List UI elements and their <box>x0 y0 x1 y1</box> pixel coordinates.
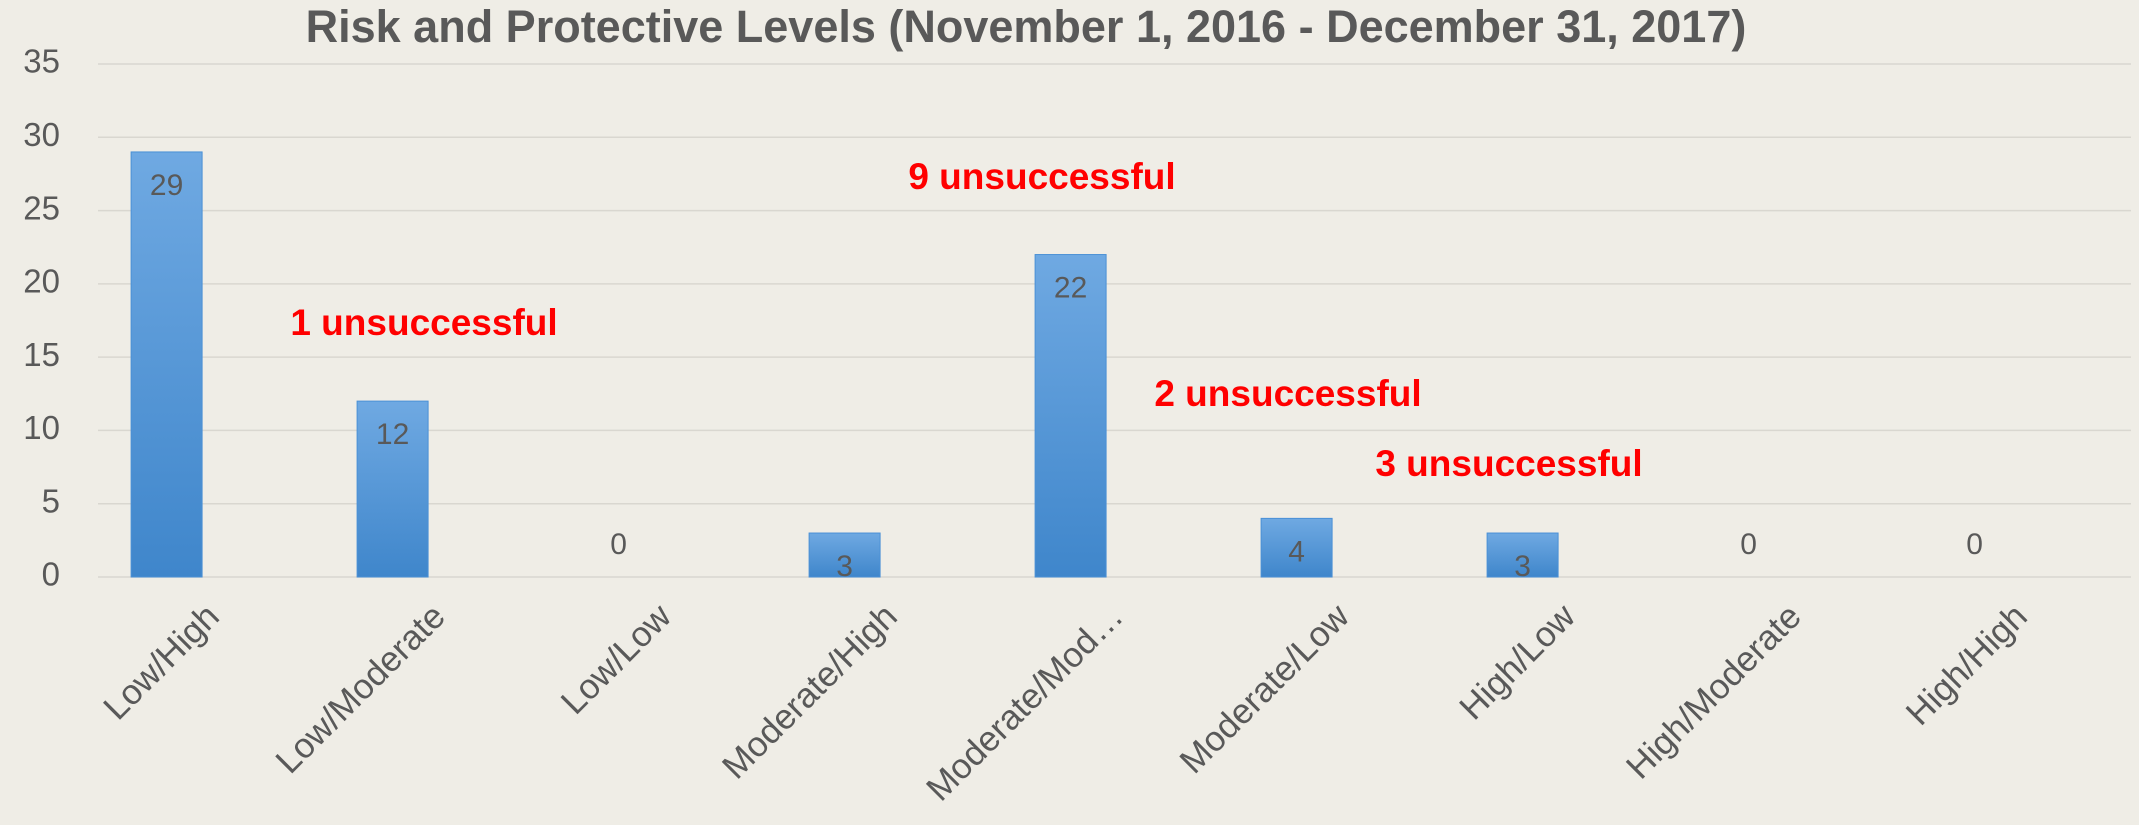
chart-title: Risk and Protective Levels (November 1, … <box>306 1 1747 52</box>
y-tick-label: 15 <box>23 336 60 373</box>
y-tick-label: 5 <box>42 482 60 519</box>
annotation: 3 unsuccessful <box>1375 443 1642 484</box>
annotation: 1 unsuccessful <box>290 302 557 343</box>
y-tick-label: 20 <box>23 263 60 300</box>
y-tick-label: 25 <box>23 189 60 226</box>
x-tick-label: High/Low <box>1452 596 1583 727</box>
data-label: 3 <box>836 550 853 583</box>
data-label: 0 <box>1966 528 1983 561</box>
annotation: 2 unsuccessful <box>1154 373 1421 414</box>
bar <box>1260 517 1333 578</box>
bar <box>808 532 881 578</box>
x-tick-label: Low/Moderate <box>268 597 452 781</box>
bar <box>1486 532 1559 578</box>
x-tick-label: Moderate/High <box>715 597 905 787</box>
data-label: 3 <box>1514 550 1531 583</box>
x-tick-label: High/Moderate <box>1619 597 1809 787</box>
annotation: 9 unsuccessful <box>908 156 1175 197</box>
bar <box>130 151 203 578</box>
y-tick-label: 30 <box>23 116 60 153</box>
x-tick-label: High/High <box>1899 597 2035 733</box>
x-tick-label: Low/High <box>96 597 227 728</box>
bar <box>356 400 429 578</box>
y-tick-label: 10 <box>23 409 60 446</box>
y-tick-label: 0 <box>42 556 60 593</box>
data-label: 0 <box>610 528 627 561</box>
data-label: 12 <box>376 418 409 451</box>
bar <box>1034 254 1107 578</box>
y-tick-label: 35 <box>23 43 60 80</box>
x-tick-label: Moderate/Mod… <box>919 597 1131 809</box>
data-label: 4 <box>1288 535 1305 568</box>
x-tick-label: Moderate/Low <box>1172 596 1357 781</box>
data-label: 0 <box>1740 528 1757 561</box>
x-tick-label: Low/Low <box>554 596 680 722</box>
data-label: 22 <box>1054 271 1087 304</box>
data-label: 29 <box>150 169 183 202</box>
